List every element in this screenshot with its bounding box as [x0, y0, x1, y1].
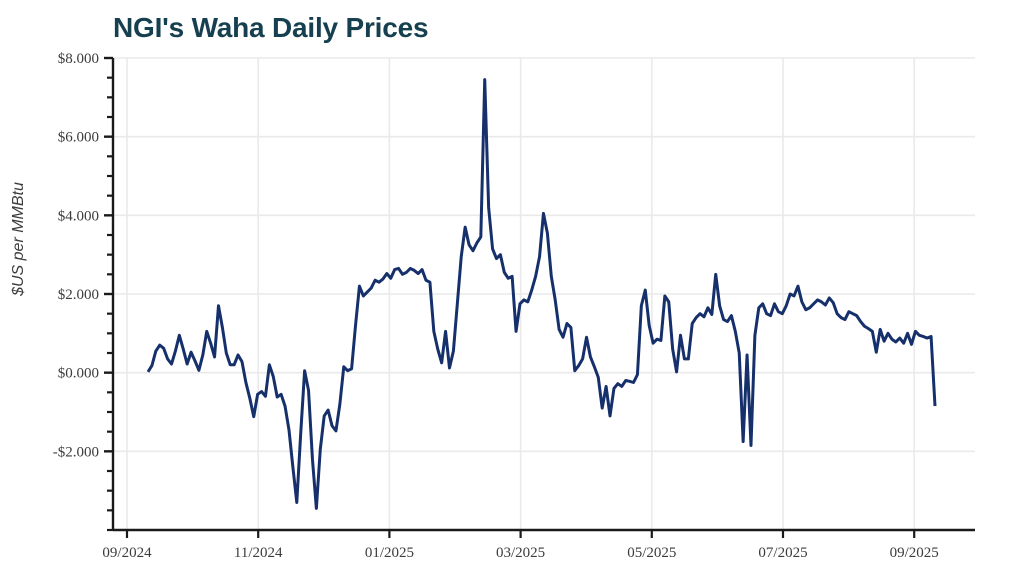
svg-text:$2.000: $2.000 — [58, 287, 99, 303]
svg-text:$6.000: $6.000 — [58, 130, 99, 146]
svg-text:05/2025: 05/2025 — [627, 545, 676, 561]
x-tick-labels: 09/2024 11/2024 01/2025 03/2025 05/2025 07/20… — [102, 545, 938, 561]
svg-text:$8.000: $8.000 — [58, 51, 99, 67]
svg-text:03/2025: 03/2025 — [496, 545, 545, 561]
svg-text:09/2024: 09/2024 — [102, 545, 152, 561]
svg-text:01/2025: 01/2025 — [365, 545, 414, 561]
chart-title: NGI's Waha Daily Prices — [113, 12, 429, 43]
axes — [104, 56, 975, 538]
data-series — [146, 78, 937, 510]
svg-text:07/2025: 07/2025 — [758, 545, 807, 561]
svg-text:11/2024: 11/2024 — [234, 545, 283, 561]
y-tick-labels: $8.000 $6.000 $4.000 $2.000 $0.000 -$2.000 — [53, 51, 99, 460]
svg-text:09/2025: 09/2025 — [890, 545, 939, 561]
svg-text:$0.000: $0.000 — [58, 366, 99, 382]
svg-text:-$2.000: -$2.000 — [53, 444, 99, 460]
gridlines — [113, 57, 975, 530]
svg-text:$4.000: $4.000 — [58, 208, 99, 224]
